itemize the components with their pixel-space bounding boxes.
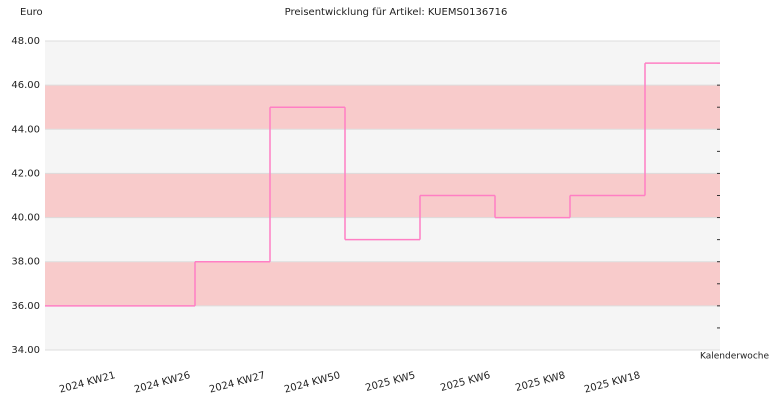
y-tick-label: 36.00 — [11, 301, 40, 312]
y-tick-label: 42.00 — [11, 168, 40, 179]
x-tick-label: 2024 KW27 — [208, 370, 266, 395]
x-tick-label: 2025 KW8 — [514, 370, 566, 394]
band — [45, 305, 720, 350]
band — [45, 261, 720, 306]
y-tick-label: 46.00 — [11, 80, 40, 91]
band — [45, 85, 720, 130]
chart-title: Preisentwicklung für Artikel: KUEMS01367… — [285, 7, 508, 18]
y-tick-label: 34.00 — [11, 345, 40, 356]
x-tick-label: 2024 KW21 — [58, 370, 116, 395]
y-tick-label: 40.00 — [11, 213, 40, 224]
band — [45, 129, 720, 174]
x-tick-label: 2025 KW5 — [364, 370, 416, 394]
y-tick-label: 38.00 — [11, 257, 40, 268]
y-tick-label: 44.00 — [11, 124, 40, 135]
x-axis-title: Kalenderwoche — [700, 352, 769, 362]
x-tick-label: 2024 KW26 — [133, 370, 191, 395]
x-tick-label: 2025 KW6 — [439, 370, 491, 394]
band — [45, 41, 720, 86]
y-tick-label: 48.00 — [11, 36, 40, 47]
y-axis-title: Euro — [20, 7, 43, 18]
x-tick-label: 2024 KW50 — [283, 370, 341, 395]
x-tick-label: 2025 KW18 — [583, 370, 641, 395]
